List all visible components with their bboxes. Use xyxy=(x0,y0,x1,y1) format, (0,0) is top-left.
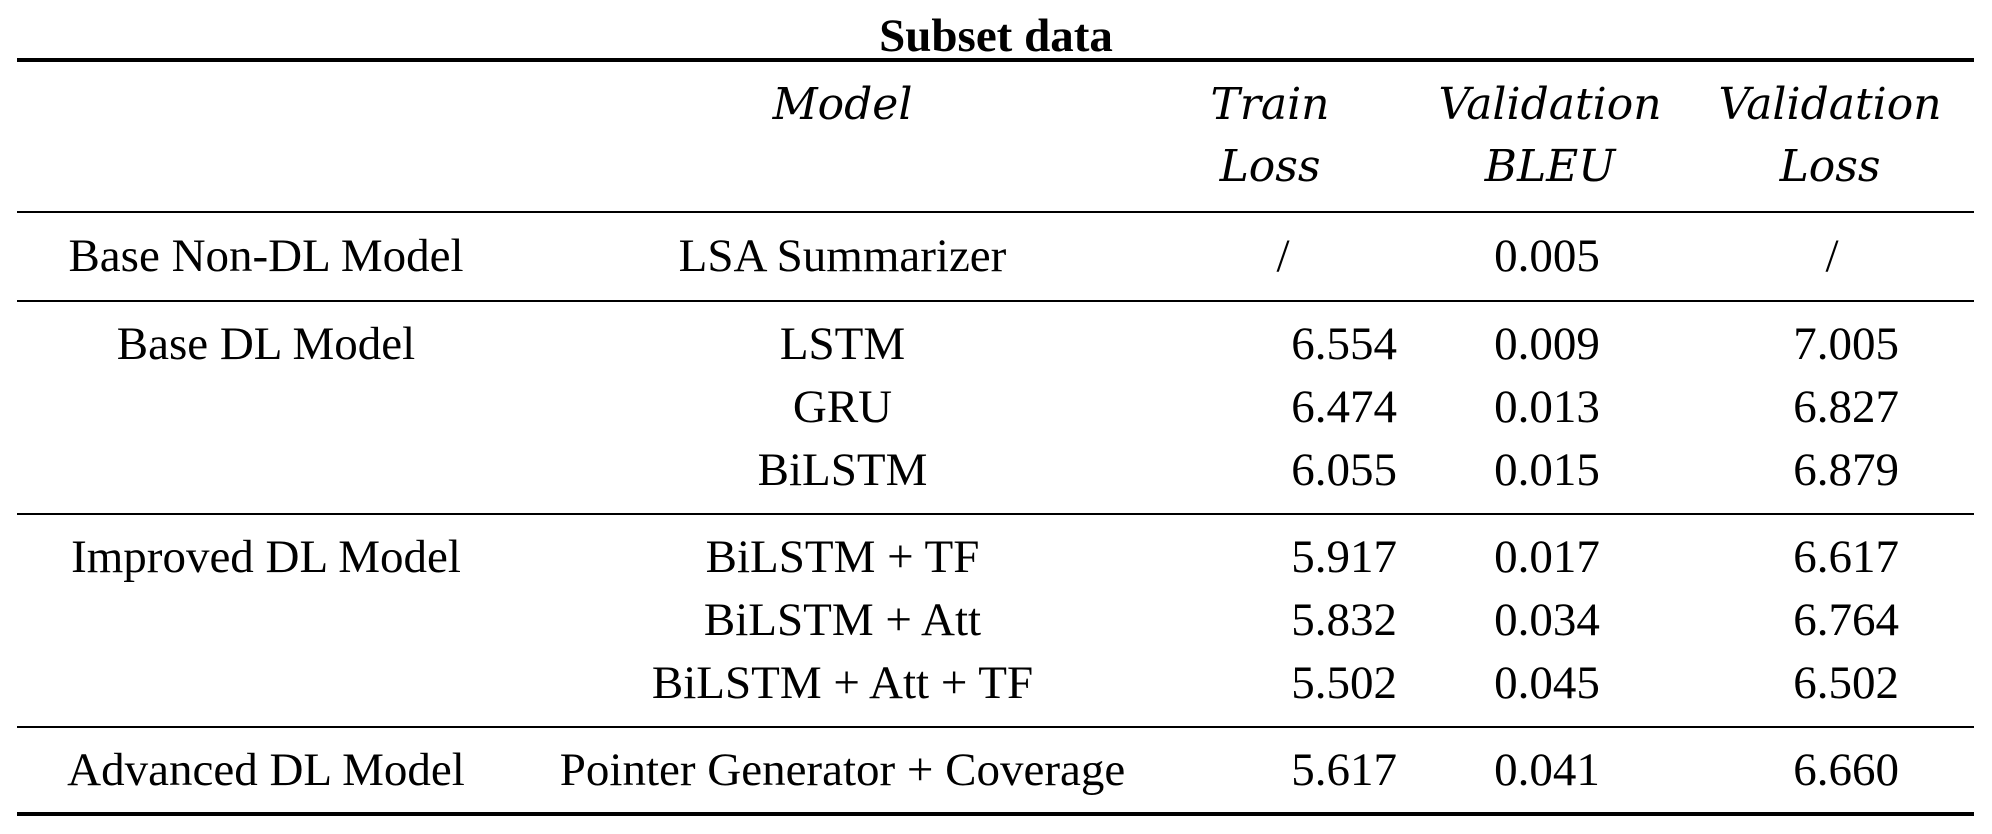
header-validation-loss-line1: Validation xyxy=(1718,79,1942,130)
group-cell xyxy=(17,653,515,713)
header-train-loss-line2: Loss xyxy=(1219,141,1321,192)
group-rule xyxy=(17,726,1974,728)
model-cell: Pointer Generator + Coverage xyxy=(559,744,1126,796)
validation-loss-cell: / xyxy=(1825,230,1839,282)
model-cell: BiLSTM + TF xyxy=(705,531,980,583)
validation-bleu-cell: 0.034 xyxy=(1494,594,1600,646)
header-validation-bleu: Validation BLEU xyxy=(1400,74,1700,198)
header-model: Model xyxy=(772,79,913,130)
group-rule xyxy=(17,300,1974,302)
table-row: Improved DL Model BiLSTM + TF 5.917 0.01… xyxy=(17,527,1974,587)
model-cell: LSTM xyxy=(779,318,906,370)
top-rule xyxy=(17,58,1974,62)
model-cell: BiLSTM + Att xyxy=(703,594,982,646)
validation-bleu-cell: 0.041 xyxy=(1494,744,1600,796)
validation-loss-cell: 6.617 xyxy=(1793,531,1899,583)
model-cell: BiLSTM xyxy=(757,444,928,496)
group-cell: Base DL Model xyxy=(116,318,416,370)
validation-bleu-cell: 0.009 xyxy=(1494,318,1600,370)
validation-bleu-cell: 0.045 xyxy=(1494,657,1600,709)
group-cell xyxy=(17,590,515,650)
table-row: Advanced DL Model Pointer Generator + Co… xyxy=(17,740,1974,800)
bottom-rule xyxy=(17,812,1974,816)
validation-loss-cell: 6.764 xyxy=(1793,594,1899,646)
validation-loss-cell: 6.827 xyxy=(1793,381,1899,433)
header-validation-bleu-line1: Validation xyxy=(1438,79,1662,130)
train-loss-cell: 6.474 xyxy=(1291,381,1397,433)
header-train-loss-line1: Train xyxy=(1210,79,1330,130)
table-row: BiLSTM + Att 5.832 0.034 6.764 xyxy=(17,590,1974,650)
train-loss-cell: 5.502 xyxy=(1291,657,1397,709)
header-validation-loss: Validation Loss xyxy=(1700,74,1960,198)
table-row: Base Non-DL Model LSA Summarizer / 0.005… xyxy=(17,226,1974,286)
train-loss-cell: 5.617 xyxy=(1291,744,1397,796)
table-row: GRU 6.474 0.013 6.827 xyxy=(17,377,1974,437)
validation-loss-cell: 7.005 xyxy=(1793,318,1899,370)
header-validation-bleu-line2: BLEU xyxy=(1484,141,1616,192)
train-loss-cell: 6.554 xyxy=(1291,318,1397,370)
table-row: BiLSTM 6.055 0.015 6.879 xyxy=(17,440,1974,500)
train-loss-cell: 5.917 xyxy=(1291,531,1397,583)
validation-bleu-cell: 0.017 xyxy=(1494,531,1600,583)
group-cell: Improved DL Model xyxy=(71,531,461,583)
header-validation-loss-line2: Loss xyxy=(1779,141,1881,192)
group-cell: Advanced DL Model xyxy=(67,744,465,796)
train-loss-cell: 6.055 xyxy=(1291,444,1397,496)
model-cell: LSA Summarizer xyxy=(678,230,1007,282)
header-train-loss: Train Loss xyxy=(1170,74,1370,198)
train-loss-cell: 5.832 xyxy=(1291,594,1397,646)
validation-bleu-cell: 0.013 xyxy=(1494,381,1600,433)
table-title: Subset data xyxy=(879,10,1113,62)
header-rule xyxy=(17,211,1974,213)
model-cell: BiLSTM + Att + TF xyxy=(651,657,1034,709)
validation-loss-cell: 6.502 xyxy=(1793,657,1899,709)
model-cell: GRU xyxy=(792,381,893,433)
train-loss-cell: / xyxy=(1276,230,1290,282)
group-rule xyxy=(17,513,1974,515)
group-cell: Base Non-DL Model xyxy=(68,230,464,282)
table-row: Base DL Model LSTM 6.554 0.009 7.005 xyxy=(17,314,1974,374)
table-row: BiLSTM + Att + TF 5.502 0.045 6.502 xyxy=(17,653,1974,713)
validation-bleu-cell: 0.005 xyxy=(1494,230,1600,282)
validation-bleu-cell: 0.015 xyxy=(1494,444,1600,496)
validation-loss-cell: 6.660 xyxy=(1793,744,1899,796)
group-cell xyxy=(17,440,515,500)
validation-loss-cell: 6.879 xyxy=(1793,444,1899,496)
group-cell xyxy=(17,377,515,437)
